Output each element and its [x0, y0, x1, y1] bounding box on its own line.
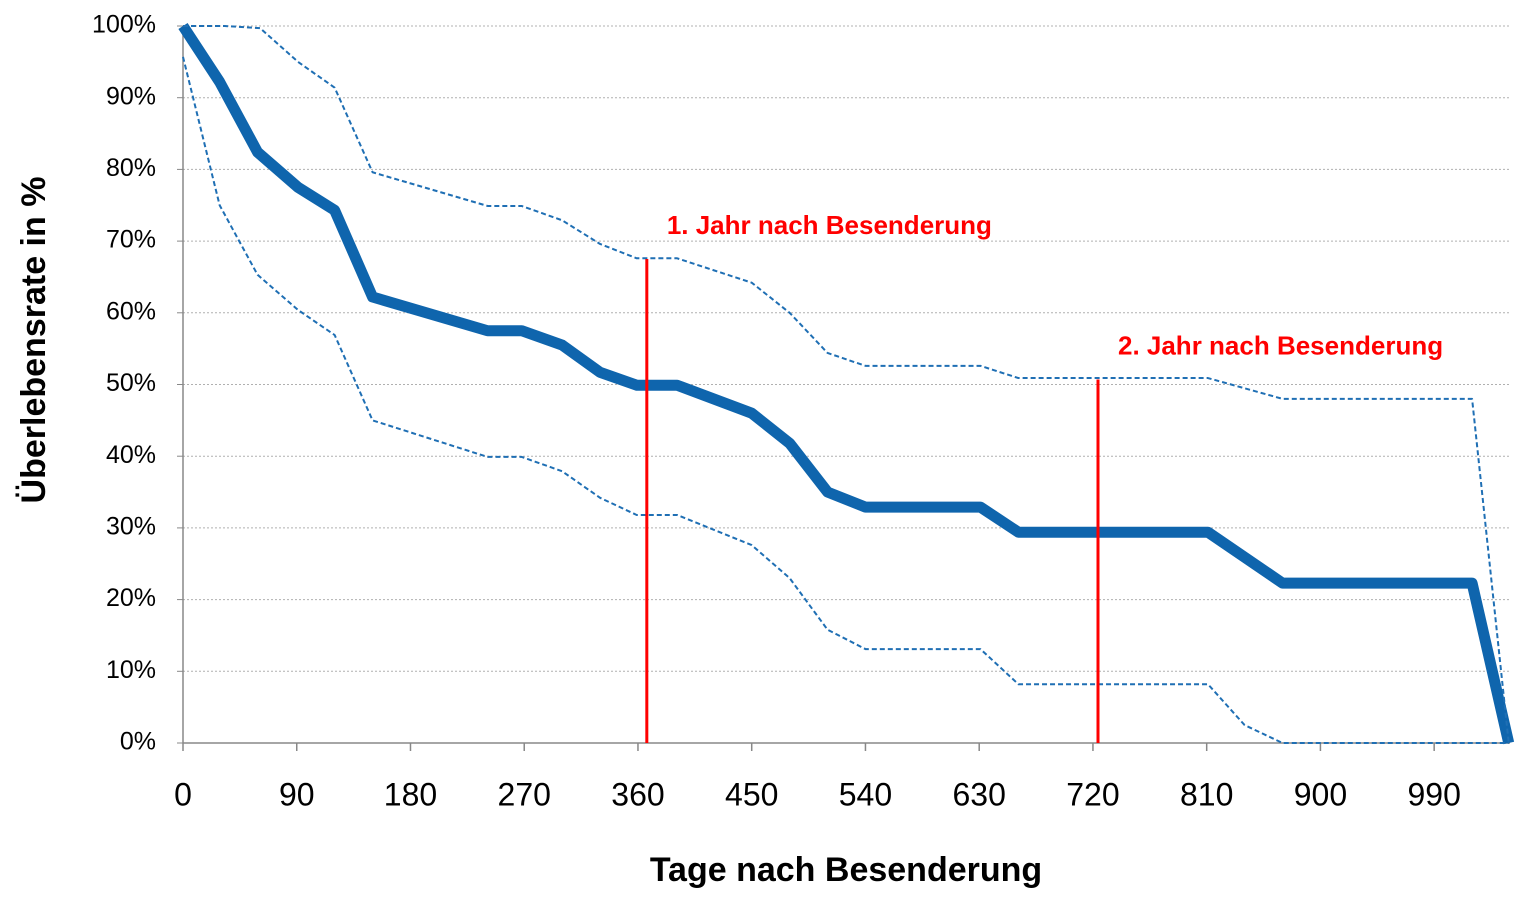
x-tick-label: 450	[725, 776, 778, 812]
x-tick-label: 630	[953, 776, 1006, 812]
y-tick-label: 90%	[106, 82, 156, 110]
confidence-line	[182, 56, 1509, 744]
y-tick-label: 70%	[106, 226, 156, 254]
y-tick-label: 40%	[106, 441, 156, 469]
x-axis-label: Tage nach Besenderung	[650, 851, 1042, 889]
y-axis-label: Überlebensrate in %	[15, 177, 53, 504]
x-tick-label: 90	[279, 776, 315, 812]
y-tick-label: 50%	[106, 369, 156, 397]
survival-line	[178, 22, 1515, 745]
y-tick-label: 30%	[106, 513, 156, 541]
y-tick-label: 100%	[92, 11, 156, 39]
annotation: 2. Jahr nach Besenderung	[1118, 330, 1443, 360]
x-tick-label: 990	[1407, 776, 1460, 812]
x-tick-label: 810	[1180, 776, 1233, 812]
y-tick-label: 80%	[106, 154, 156, 182]
y-tick-label: 0%	[120, 728, 156, 756]
x-tick-label: 270	[498, 776, 551, 812]
y-tick-label: 10%	[106, 656, 156, 684]
y-tick-label: 20%	[106, 584, 156, 612]
annotation: 1. Jahr nach Besenderung	[667, 210, 992, 240]
x-tick-label: 180	[384, 776, 437, 812]
y-tick-label: 60%	[106, 297, 156, 325]
x-tick-label: 360	[611, 776, 664, 812]
x-tick-label: 540	[839, 776, 892, 812]
confidence-line	[183, 25, 1510, 744]
x-tick-label: 900	[1294, 776, 1347, 812]
x-tick-label: 0	[174, 776, 192, 812]
x-tick-label: 720	[1066, 776, 1119, 812]
